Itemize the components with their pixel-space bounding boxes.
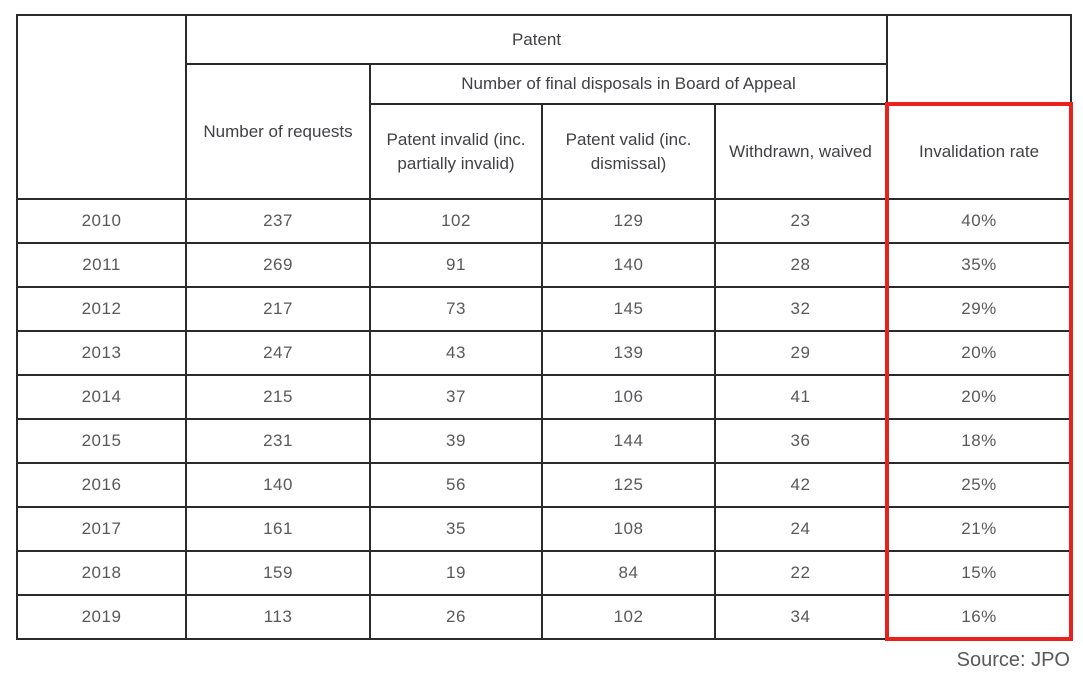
withdrawn-cell: 24 (713, 506, 889, 552)
invalid-cell: 39 (369, 418, 543, 464)
requests-cell: 237 (185, 198, 371, 244)
table-row: 2014 215 37 106 41 20% (16, 374, 1074, 420)
table-row: 2016 140 56 125 42 25% (16, 462, 1074, 508)
table-row: 2010 237 102 129 23 40% (16, 198, 1074, 244)
invalid-cell: 56 (369, 462, 543, 508)
year-cell: 2012 (16, 286, 187, 332)
patent-group-header: Patent (184, 14, 889, 65)
rate-cell: 16% (885, 594, 1074, 641)
year-cell: 2016 (16, 462, 187, 508)
invalid-column-header: Patent invalid (inc. partially invalid) (369, 103, 543, 200)
invalid-cell: 35 (369, 506, 543, 552)
rate-cell: 20% (885, 374, 1074, 420)
withdrawn-cell: 42 (713, 462, 889, 508)
invalid-cell: 102 (369, 198, 543, 244)
year-cell: 2014 (16, 374, 187, 420)
rate-cell: 20% (885, 330, 1074, 376)
table-row: 2015 231 39 144 36 18% (16, 418, 1074, 464)
valid-cell: 129 (541, 198, 716, 244)
patent-disposals-table: Patent Number of requests Number of fina… (16, 14, 1074, 641)
table-row: 2018 159 19 84 22 15% (16, 550, 1074, 596)
withdrawn-cell: 34 (713, 594, 889, 640)
valid-cell: 139 (541, 330, 716, 376)
rate-cell: 40% (885, 198, 1074, 244)
valid-cell: 125 (541, 462, 716, 508)
valid-cell: 140 (541, 242, 716, 288)
valid-cell: 145 (541, 286, 716, 332)
requests-cell: 215 (185, 374, 371, 420)
year-cell: 2011 (16, 242, 187, 288)
withdrawn-cell: 41 (713, 374, 889, 420)
valid-cell: 108 (541, 506, 716, 552)
invalid-cell: 91 (369, 242, 543, 288)
year-cell: 2013 (16, 330, 187, 376)
invalid-cell: 37 (369, 374, 543, 420)
rate-cell: 18% (885, 418, 1074, 464)
withdrawn-column-header: Withdrawn, waived (713, 103, 889, 200)
year-cell: 2015 (16, 418, 187, 464)
invalid-cell: 73 (369, 286, 543, 332)
invalid-cell: 19 (369, 550, 543, 596)
requests-column-header: Number of requests (185, 63, 371, 200)
year-cell: 2017 (16, 506, 187, 552)
valid-cell: 84 (541, 550, 716, 596)
disposals-group-header: Number of final disposals in Board of Ap… (368, 63, 889, 105)
requests-cell: 159 (185, 550, 371, 596)
withdrawn-cell: 28 (713, 242, 889, 288)
requests-cell: 161 (185, 506, 371, 552)
table-row: 2011 269 91 140 28 35% (16, 242, 1074, 288)
table-row: 2012 217 73 145 32 29% (16, 286, 1074, 332)
table-row: 2013 247 43 139 29 20% (16, 330, 1074, 376)
requests-cell: 217 (185, 286, 371, 332)
withdrawn-cell: 23 (713, 198, 889, 244)
requests-cell: 231 (185, 418, 371, 464)
invalid-cell: 43 (369, 330, 543, 376)
table-row: 2017 161 35 108 24 21% (16, 506, 1074, 552)
rate-cell: 35% (885, 242, 1074, 288)
corner-empty-cell (16, 14, 187, 200)
withdrawn-cell: 32 (713, 286, 889, 332)
valid-cell: 102 (541, 594, 716, 640)
requests-cell: 269 (185, 242, 371, 288)
requests-cell: 113 (185, 594, 371, 640)
year-cell: 2010 (16, 198, 187, 244)
rate-empty-header-cell (886, 14, 1073, 105)
rate-cell: 25% (885, 462, 1074, 508)
year-cell: 2019 (16, 594, 187, 640)
source-attribution: Source: JPO (956, 649, 1070, 671)
year-cell: 2018 (16, 550, 187, 596)
rate-column-header: Invalidation rate (885, 102, 1074, 200)
valid-cell: 144 (541, 418, 716, 464)
withdrawn-cell: 29 (713, 330, 889, 376)
rate-cell: 21% (885, 506, 1074, 552)
withdrawn-cell: 36 (713, 418, 889, 464)
withdrawn-cell: 22 (713, 550, 889, 596)
invalid-cell: 26 (369, 594, 543, 640)
requests-cell: 247 (185, 330, 371, 376)
valid-cell: 106 (541, 374, 716, 420)
rate-cell: 15% (885, 550, 1074, 596)
valid-column-header: Patent valid (inc. dismissal) (541, 103, 716, 200)
rate-cell: 29% (885, 286, 1074, 332)
table-row: 2019 113 26 102 34 16% (16, 594, 1074, 641)
requests-cell: 140 (185, 462, 371, 508)
